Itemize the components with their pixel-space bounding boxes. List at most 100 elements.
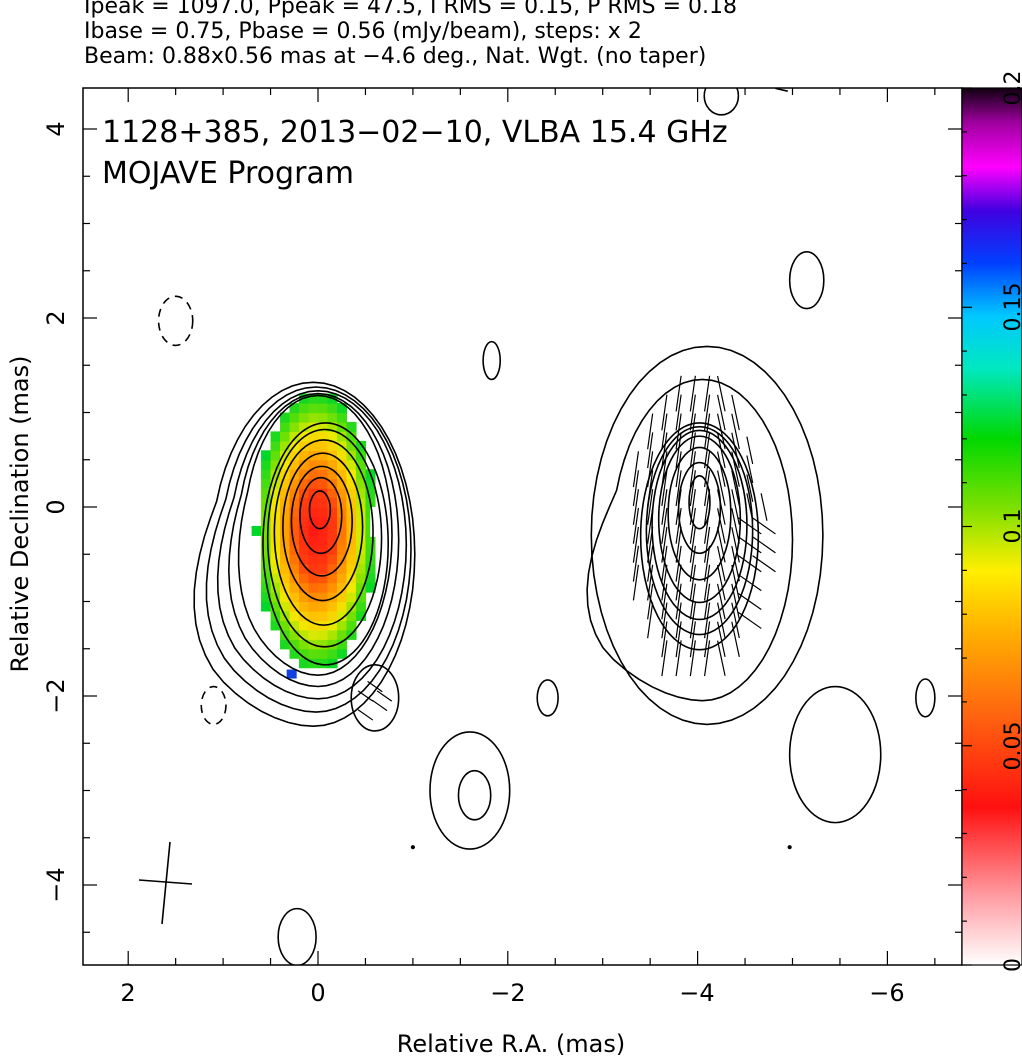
x-tick-label: 0 bbox=[310, 979, 325, 1007]
evpa-tick bbox=[661, 470, 668, 507]
pol-pixel bbox=[318, 393, 329, 404]
contour bbox=[277, 907, 317, 965]
pol-pixel bbox=[308, 554, 319, 565]
pol-pixel bbox=[308, 421, 319, 432]
pol-pixel bbox=[355, 459, 367, 470]
pol-pixel bbox=[289, 478, 300, 489]
evpa-tick bbox=[661, 526, 668, 563]
pol-pixel bbox=[308, 610, 319, 621]
evpa-tick bbox=[716, 470, 726, 506]
pol-pixel bbox=[336, 554, 348, 565]
evpa-tick bbox=[703, 489, 711, 525]
contour bbox=[290, 465, 353, 577]
evpa-tick bbox=[647, 526, 654, 563]
evpa-tick bbox=[371, 699, 388, 712]
evpa-tick bbox=[661, 489, 668, 525]
pol-pixel bbox=[299, 412, 310, 423]
pol-pixel bbox=[270, 440, 281, 451]
pol-pixel bbox=[289, 544, 300, 555]
plot-frame bbox=[82, 87, 963, 966]
pol-pixel bbox=[299, 403, 310, 414]
pol-pixel bbox=[308, 412, 319, 423]
evpa-tick bbox=[376, 690, 393, 702]
pol-pixel bbox=[336, 582, 348, 593]
pol-pixel bbox=[318, 563, 329, 574]
pol-pixel bbox=[355, 507, 367, 518]
evpa-tick bbox=[731, 508, 740, 544]
pol-pixel bbox=[308, 516, 319, 527]
pol-pixel bbox=[261, 459, 272, 470]
evpa-tick bbox=[716, 508, 726, 544]
negative-contour bbox=[157, 295, 194, 347]
pol-pixel bbox=[299, 450, 310, 461]
pol-pixel bbox=[270, 573, 281, 584]
contour bbox=[645, 425, 754, 636]
pol-pixel bbox=[327, 658, 338, 669]
contour bbox=[788, 685, 882, 824]
pol-pixel bbox=[336, 403, 348, 414]
pol-pixel bbox=[261, 582, 272, 593]
pol-pixel bbox=[336, 478, 348, 489]
evpa-tick bbox=[675, 640, 682, 677]
pol-pixel bbox=[261, 544, 272, 555]
pol-pixel bbox=[327, 535, 338, 546]
contour bbox=[667, 446, 732, 581]
evpa-tick bbox=[675, 432, 682, 469]
polarization-map bbox=[251, 393, 379, 679]
pol-pixel bbox=[327, 592, 338, 603]
contour bbox=[429, 731, 511, 850]
evpa-tick bbox=[703, 432, 711, 469]
evpa-tick bbox=[737, 536, 762, 554]
evpa-tick bbox=[731, 621, 740, 658]
evpa-tick bbox=[746, 493, 754, 521]
pol-pixel bbox=[261, 516, 272, 527]
evpa-tick bbox=[703, 470, 711, 507]
header-stats-line: Ipeak = 1097.0, Ppeak = 47.5, I RMS = 0.… bbox=[84, 0, 737, 19]
pol-pixel bbox=[346, 582, 357, 593]
pol-pixel bbox=[355, 488, 367, 499]
evpa-tick bbox=[689, 375, 696, 412]
evpa-tick bbox=[731, 564, 740, 601]
y-tick-label: −4 bbox=[42, 867, 70, 902]
evpa-tick bbox=[632, 470, 640, 507]
pol-pixel bbox=[365, 478, 376, 489]
negative-contour bbox=[200, 685, 227, 726]
pol-pixel bbox=[336, 563, 348, 574]
pol-pixel bbox=[289, 497, 300, 508]
evpa-tick bbox=[647, 583, 654, 620]
pol-pixel bbox=[289, 610, 300, 621]
pol-pixel bbox=[327, 601, 338, 612]
evpa-tick bbox=[357, 709, 374, 721]
evpa-tick bbox=[632, 545, 640, 582]
pol-pixel bbox=[270, 450, 281, 461]
pol-pixel bbox=[327, 525, 338, 536]
pol-pixel bbox=[327, 573, 338, 584]
pol-pixel bbox=[327, 507, 338, 518]
pol-pixel bbox=[365, 544, 376, 555]
evpa-tick bbox=[716, 602, 726, 639]
pol-pixel bbox=[308, 601, 319, 612]
pol-pixel bbox=[327, 431, 338, 442]
pol-pixel bbox=[251, 525, 262, 536]
evpa-tick bbox=[675, 526, 682, 563]
colorbar-tick-labels: 0 0.05 0.1 0.15 0.2 bbox=[1001, 71, 1022, 973]
colorbar-tick-label: 0.2 bbox=[1001, 71, 1022, 106]
pol-pixel bbox=[327, 648, 338, 659]
evpa-tick bbox=[689, 507, 696, 544]
evpa-tick bbox=[716, 413, 726, 450]
pol-pixel bbox=[346, 592, 357, 603]
pol-pixel bbox=[336, 620, 348, 631]
evpa-tick bbox=[675, 451, 682, 488]
pol-pixel bbox=[336, 544, 348, 555]
header-beam-line: Beam: 0.88x0.56 mas at −4.6 deg., Nat. W… bbox=[84, 44, 707, 69]
pol-pixel bbox=[327, 497, 338, 508]
axis-ticks bbox=[83, 88, 962, 965]
beam-marker bbox=[138, 841, 193, 925]
pol-pixel bbox=[365, 488, 376, 499]
pol-pixel bbox=[336, 573, 348, 584]
x-tick-label: 2 bbox=[120, 979, 135, 1007]
pol-pixel bbox=[308, 535, 319, 546]
pol-pixel bbox=[327, 610, 338, 621]
evpa-tick bbox=[731, 451, 740, 487]
